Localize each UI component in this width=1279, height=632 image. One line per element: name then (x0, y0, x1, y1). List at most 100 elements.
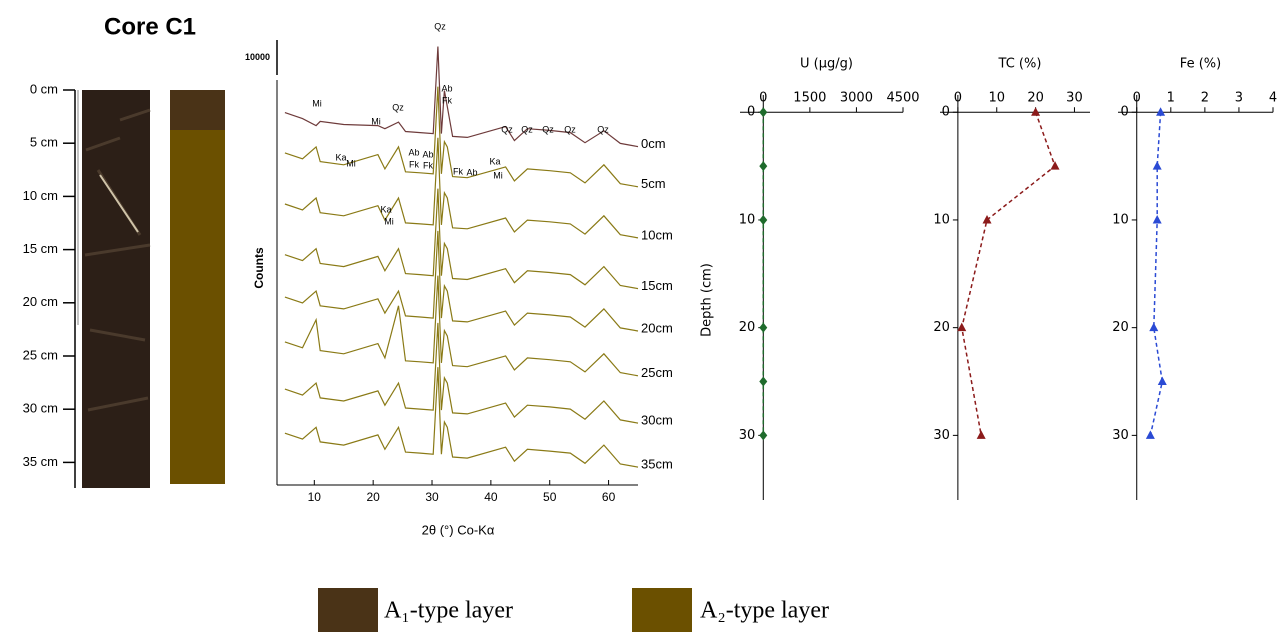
chart-title: U (μg/g) (800, 57, 853, 72)
peak-label: Ka (380, 204, 391, 214)
xrd-pattern (284, 230, 639, 332)
y-axis-label: Counts (252, 247, 266, 289)
xrd-pattern (284, 275, 639, 377)
x-tick-label: 20 (1027, 91, 1044, 106)
core-layer-a2 (170, 130, 225, 484)
chart-title: TC (%) (998, 57, 1042, 72)
data-point (759, 161, 768, 172)
core-scale-label: 5 cm (30, 135, 58, 150)
peak-label: Ka (489, 156, 500, 166)
xrd-pattern (284, 137, 639, 239)
x-tick-label: 4 (1269, 91, 1277, 106)
y-tick-label: 10 (933, 212, 950, 227)
data-point (759, 430, 768, 441)
x-tick-label: 40 (484, 490, 498, 504)
data-point (759, 214, 768, 225)
data-point (759, 322, 768, 333)
legend-label: A₁-type layer (384, 598, 513, 624)
series-label: 0cm (641, 136, 666, 151)
peak-label: Qz (434, 21, 446, 31)
peak-label: Ka (335, 152, 346, 162)
profile-line (961, 111, 1056, 436)
x-tick-label: 3 (1235, 91, 1243, 106)
y-tick-label: 30 (933, 428, 950, 443)
x-tick-label: 60 (602, 490, 616, 504)
x-tick-label: 3000 (840, 91, 873, 106)
x-tick-label: 30 (425, 490, 439, 504)
peak-label: Qz (542, 124, 554, 134)
xrd-pattern (284, 188, 639, 290)
core-photo (82, 90, 150, 488)
x-tick-label: 2 (1201, 91, 1209, 106)
x-tick-label: 0 (954, 91, 962, 106)
legend-swatch (632, 588, 692, 632)
core-scale-label: 10 cm (23, 188, 58, 203)
y-tick-label: 30 (1112, 428, 1129, 443)
peak-label: Mi (346, 158, 356, 168)
peak-label: Fk (423, 160, 433, 170)
data-point (1031, 107, 1041, 116)
chart-title: Fe (%) (1180, 57, 1221, 72)
xrd-chart: 10 20 30 40 50 60 10000 2θ (°) Co-Kα Counts 0cm 5c… (245, 21, 673, 537)
peak-label: Fk (442, 95, 452, 105)
y-tick-label: 20 (933, 320, 950, 335)
x-tick-label: 4500 (886, 91, 919, 106)
data-point (1145, 430, 1155, 439)
y-tick-label: 0 (747, 105, 755, 120)
y-tick-label: 0 (942, 105, 950, 120)
data-point (957, 322, 967, 332)
x-axis-label: 2θ (°) Co-Kα (422, 522, 495, 537)
data-point (1149, 322, 1159, 332)
figure-title: Core C1 (104, 13, 196, 40)
xrd-pattern (284, 367, 639, 468)
core-scale-label: 35 cm (23, 454, 58, 469)
x-tick-label: 30 (1066, 91, 1083, 106)
core-layer-a1 (170, 90, 225, 130)
data-point (1050, 161, 1060, 170)
y-axis-label: Depth (cm) (700, 263, 715, 337)
xrd-pattern (284, 46, 639, 148)
core-scale-label: 20 cm (23, 294, 58, 309)
y-tick-label: 0 (1120, 105, 1128, 120)
core-scale-label: 25 cm (23, 347, 58, 362)
data-point (759, 107, 768, 118)
x-tick-label: 0 (759, 91, 767, 106)
y-tick-label: 10 (1112, 212, 1129, 227)
data-point (1156, 107, 1166, 116)
series-label: 30cm (641, 412, 673, 427)
peak-label: Qz (597, 124, 609, 134)
peak-label: Qz (564, 124, 576, 134)
legend: A₁-type layer A₂-type layer (318, 588, 829, 632)
peak-label: Ab (441, 83, 452, 93)
x-tick-label: 0 (1133, 91, 1141, 106)
peak-label: Mi (384, 216, 394, 226)
data-point (1152, 214, 1162, 224)
peak-label: Fk (409, 159, 419, 169)
core-scale: 0 cm 5 cm 10 cm 15 cm 20 cm 25 cm 30 cm 35 cm (23, 81, 75, 469)
peak-label: Fk (453, 166, 463, 176)
y-tick-label: 20 (1112, 320, 1129, 335)
xrd-pattern (284, 322, 639, 424)
core-root (99, 174, 139, 233)
x-tick-label: 1 (1167, 91, 1175, 106)
series-label: 5cm (641, 176, 666, 191)
peak-label: Ab (422, 149, 433, 159)
series-label: 10cm (641, 227, 673, 242)
xrd-pattern (284, 86, 639, 188)
peak-label: Ab (408, 147, 419, 157)
peak-label: Ab (466, 167, 477, 177)
series-label: 20cm (641, 320, 673, 335)
peak-label: Mi (371, 116, 381, 126)
data-point (1152, 161, 1162, 170)
x-tick-label: 1500 (793, 91, 826, 106)
data-point (759, 376, 768, 387)
peak-label: Mi (493, 170, 503, 180)
x-tick-label: 20 (366, 490, 380, 504)
peak-label: Qz (392, 102, 404, 112)
data-point (982, 214, 992, 224)
peak-label: Mi (312, 98, 322, 108)
x-tick-label: 50 (543, 490, 557, 504)
profile-line (1149, 112, 1164, 436)
data-point (1157, 376, 1167, 386)
